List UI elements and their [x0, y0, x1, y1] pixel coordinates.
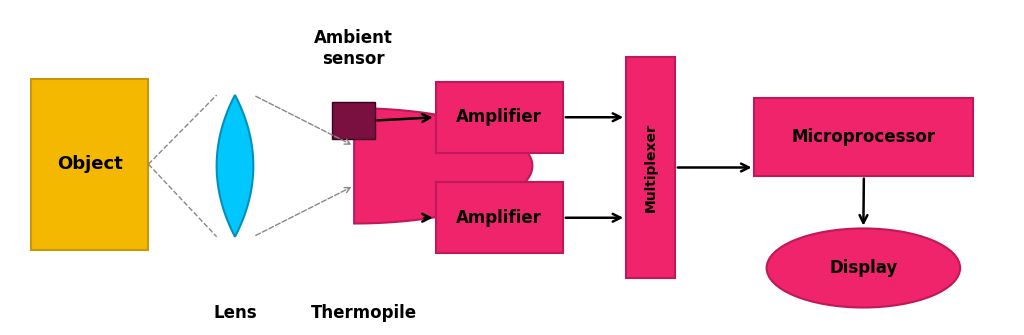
FancyBboxPatch shape — [32, 78, 148, 250]
FancyBboxPatch shape — [332, 102, 375, 139]
FancyBboxPatch shape — [626, 57, 675, 278]
Text: Thermopile: Thermopile — [311, 304, 418, 322]
FancyBboxPatch shape — [435, 182, 563, 253]
Text: Lens: Lens — [213, 304, 257, 322]
Text: Microprocessor: Microprocessor — [792, 128, 936, 146]
Text: Amplifier: Amplifier — [457, 108, 542, 126]
FancyBboxPatch shape — [435, 82, 563, 153]
FancyBboxPatch shape — [755, 98, 974, 176]
Polygon shape — [354, 108, 532, 223]
Text: Display: Display — [829, 259, 897, 277]
Ellipse shape — [767, 228, 961, 308]
Text: Ambient
sensor: Ambient sensor — [313, 29, 392, 68]
Text: Multiplexer: Multiplexer — [643, 123, 657, 212]
Polygon shape — [217, 95, 253, 237]
Text: Object: Object — [57, 155, 123, 173]
Text: Amplifier: Amplifier — [457, 209, 542, 227]
